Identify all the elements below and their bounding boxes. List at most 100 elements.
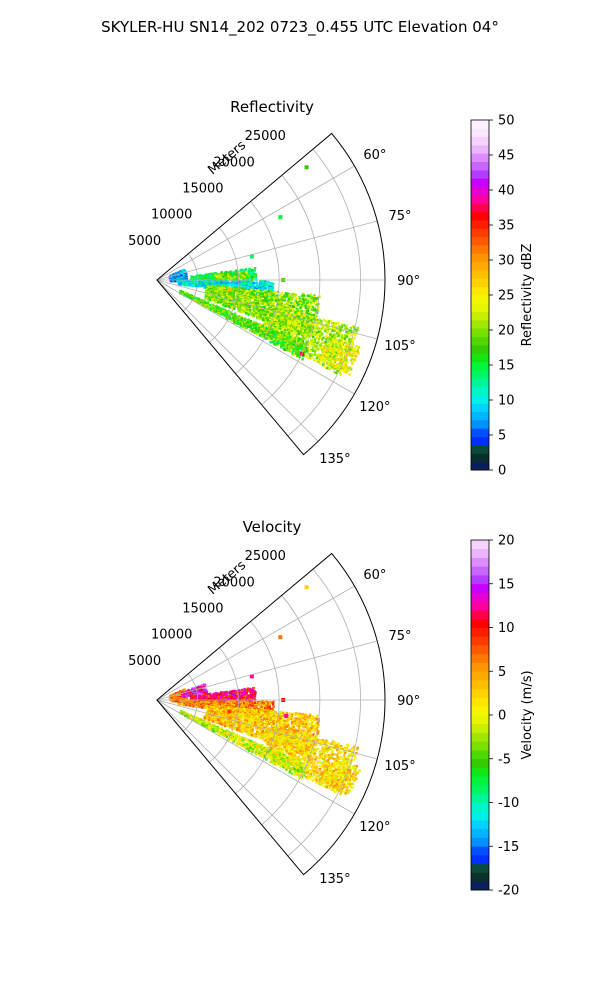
colorbar: 0 5 10 15 20 25 30 35 40 45 50 Reflectivity dBZ [470, 114, 535, 479]
colorbar-segment [471, 278, 489, 288]
colorbar-segment [471, 846, 489, 856]
colorbar-segment [471, 671, 489, 681]
radial-tick-label: 20000 [213, 575, 254, 590]
colorbar-segment [471, 706, 489, 716]
echo-point [249, 254, 254, 259]
colorbar-segment [471, 420, 489, 429]
colorbar-segment [471, 645, 489, 655]
colorbar-tick-label: -15 [498, 840, 519, 855]
colorbar-segment [471, 557, 489, 567]
polar-grid [156, 148, 385, 442]
colorbar-tick-label: 40 [498, 184, 515, 199]
angular-tick-label: 120° [359, 820, 390, 835]
colorbar-segment [471, 436, 489, 446]
range-ring [287, 568, 361, 857]
echo-point [227, 709, 232, 714]
colorbar-segment [471, 428, 489, 438]
colorbar-segment [471, 461, 489, 471]
colorbar-tick-label: 35 [498, 219, 515, 234]
colorbar-segment [471, 378, 489, 388]
echo-point [304, 585, 309, 590]
panel-title: Reflectivity [230, 98, 314, 116]
angular-tick-label: 135° [319, 872, 350, 887]
colorbar-segment [471, 361, 489, 371]
colorbar-segment [471, 128, 489, 138]
colorbar-segment [471, 741, 489, 751]
colorbar-segment [471, 697, 489, 707]
colorbar-tick-label: 15 [498, 577, 515, 592]
colorbar-tick-label: 0 [498, 709, 506, 724]
colorbar-segment [471, 245, 489, 254]
angular-tick-label: 75° [389, 629, 412, 644]
colorbar-segment [471, 767, 489, 777]
radial-tick-label: 15000 [182, 181, 223, 196]
range-ring [261, 595, 321, 826]
colorbar-segment [471, 136, 489, 146]
colorbar-segment [471, 220, 489, 229]
colorbar-segment [471, 750, 489, 760]
radial-tick-label: 15000 [182, 601, 223, 616]
sector-frame [156, 132, 386, 456]
colorbar-tick-label: 20 [498, 534, 515, 549]
colorbar-segment [471, 445, 489, 454]
azimuth-spoke [156, 640, 378, 701]
colorbar-segment [471, 758, 489, 768]
range-ring [261, 175, 321, 406]
echo-point [249, 674, 254, 679]
colorbar-segment [471, 566, 489, 576]
radial-tick-label: 20000 [213, 155, 254, 170]
echo-point [284, 713, 289, 718]
colorbar-segment [471, 723, 489, 733]
radial-tick-label: 5000 [128, 654, 161, 669]
radar-panels: Reflectivity60°75°90°105°120°135°5000100… [128, 98, 535, 899]
radar-echo-layer [168, 165, 361, 376]
echo-point [278, 215, 283, 220]
azimuth-spoke [156, 699, 355, 815]
colorbar-segment [471, 802, 489, 812]
angular-tick-label: 105° [384, 339, 415, 354]
colorbar-segment [471, 353, 489, 363]
colorbar-segment [471, 328, 489, 338]
colorbar-segment [471, 881, 489, 891]
colorbar-segment [471, 395, 489, 404]
radar-echo-layer [168, 585, 361, 796]
azimuth-spoke [156, 165, 355, 281]
colorbar-segment [471, 195, 489, 204]
colorbar-label: Velocity (m/s) [520, 670, 535, 759]
angular-tick-label: 105° [384, 759, 415, 774]
range-ring [235, 201, 280, 374]
colorbar-segment [471, 336, 489, 346]
radar-panel-velocity: Velocity 60° 75° 90° 105° 120° 135° 5000 10000 15… [128, 518, 535, 899]
azimuth-spoke [156, 220, 378, 281]
colorbar-segment [471, 120, 489, 129]
radial-tick-label: 25000 [245, 129, 286, 144]
colorbar-segment [471, 548, 489, 558]
colorbar-tick-label: 5 [498, 429, 506, 444]
sector-frame [156, 552, 386, 876]
angular-tick-label: 90° [397, 694, 420, 709]
colorbar-segment [471, 311, 489, 321]
azimuth-spoke [156, 279, 355, 395]
range-ring [287, 148, 361, 437]
colorbar-segment [471, 618, 489, 628]
colorbar-tick-label: 10 [498, 394, 515, 409]
radial-tick-label: 5000 [128, 234, 161, 249]
panel-title: Velocity [243, 518, 302, 536]
angular-tick-label: 90° [397, 274, 420, 289]
angular-tick-label: 135° [319, 452, 350, 467]
colorbar-segment [471, 627, 489, 637]
echo-point [278, 635, 283, 640]
colorbar-segment [471, 592, 489, 602]
colorbar-segment [471, 270, 489, 279]
colorbar-segment [471, 228, 489, 238]
colorbar-segment [471, 403, 489, 413]
colorbar-segment [471, 145, 489, 154]
colorbar-segment [471, 785, 489, 795]
colorbar-segment [471, 653, 489, 663]
azimuth-spoke [156, 279, 319, 442]
colorbar-segment [471, 715, 489, 725]
azimuth-spoke [156, 699, 319, 862]
colorbar-tick-label: 45 [498, 149, 515, 164]
colorbar-segment [471, 411, 489, 421]
